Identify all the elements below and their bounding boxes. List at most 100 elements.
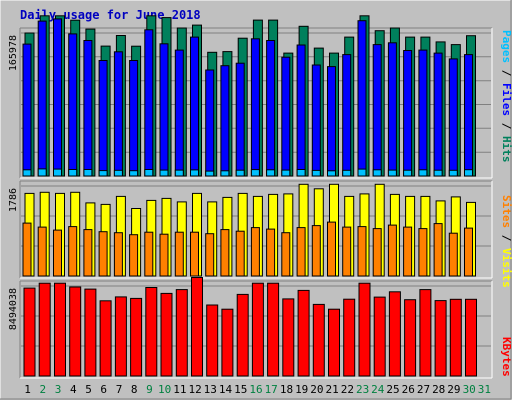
bar-sites-day-15 <box>235 230 245 277</box>
bar-kbytes-day-22 <box>343 298 356 377</box>
bar-files-day-28 <box>433 52 443 177</box>
bar-sites-day-14 <box>220 229 230 277</box>
legend-segment: KBytes <box>500 337 512 377</box>
bar-sites-day-8 <box>129 234 139 277</box>
bar-sites-day-22 <box>342 226 352 277</box>
x-tick-label-day-18: 18 <box>280 383 293 396</box>
x-tick-label-day-21: 21 <box>325 383 338 396</box>
x-tick-label-day-8: 8 <box>131 383 138 396</box>
x-tick-label-day-19: 19 <box>295 383 308 396</box>
bar-pages-day-9 <box>144 169 154 177</box>
bar-sites-day-19 <box>296 227 306 277</box>
x-tick-label-day-26: 26 <box>402 383 415 396</box>
panel-visits-sites: 1786 <box>8 180 493 279</box>
bar-files-day-14 <box>220 65 230 177</box>
bar-kbytes-day-13 <box>206 304 219 377</box>
bar-sites-day-21 <box>327 221 336 277</box>
bar-files-day-10 <box>159 43 169 177</box>
bar-pages-day-2 <box>37 168 47 177</box>
bar-sites-day-9 <box>144 231 154 277</box>
bar-sites-day-18 <box>281 232 291 277</box>
bar-sites-day-28 <box>433 223 443 277</box>
bar-sites-day-13 <box>205 233 215 277</box>
bar-pages-day-24 <box>372 169 382 177</box>
y-tick-label: 8494038 <box>8 288 19 330</box>
legend-segment: Sites <box>500 195 512 228</box>
legend-segment: Files <box>500 83 512 116</box>
bar-files-day-30 <box>464 54 473 177</box>
bar-kbytes-day-3 <box>54 282 66 377</box>
panel-hits-files-pages: 165978 <box>8 15 493 179</box>
bar-sites-day-30 <box>464 227 473 277</box>
bar-kbytes-day-11 <box>175 289 188 377</box>
bar-sites-day-16 <box>250 227 260 277</box>
bar-files-day-1 <box>22 43 32 177</box>
bar-kbytes-day-24 <box>373 296 386 377</box>
x-tick-label-day-25: 25 <box>386 383 399 396</box>
bar-kbytes-day-20 <box>312 303 325 377</box>
bar-kbytes-day-2 <box>38 282 51 377</box>
bar-files-day-8 <box>129 60 139 177</box>
bar-pages-day-6 <box>98 170 108 177</box>
bar-files-day-25 <box>387 42 397 177</box>
bar-pages-day-4 <box>68 169 78 177</box>
x-tick-label-day-29: 29 <box>447 383 460 396</box>
bar-pages-day-21 <box>327 170 336 177</box>
right-legend-labels: Pages / Files / Hits Sites / Visits KBytes <box>500 30 512 377</box>
x-tick-label-day-15: 15 <box>234 383 247 396</box>
bar-kbytes-day-4 <box>69 286 82 377</box>
bar-sites-day-10 <box>159 233 169 277</box>
bar-pages-day-3 <box>53 168 62 177</box>
bar-kbytes-day-30 <box>465 298 477 377</box>
bar-pages-day-30 <box>464 169 473 177</box>
x-tick-label-day-22: 22 <box>341 383 354 396</box>
bar-files-day-20 <box>311 64 321 177</box>
bar-pages-day-20 <box>311 169 321 177</box>
bar-sites-day-27 <box>418 228 428 277</box>
x-tick-label-day-4: 4 <box>70 383 77 396</box>
x-tick-label-day-9: 9 <box>146 383 153 396</box>
bar-pages-day-1 <box>22 169 32 177</box>
bar-pages-day-19 <box>296 169 306 177</box>
bar-files-day-15 <box>235 62 245 177</box>
bar-pages-day-18 <box>281 169 291 177</box>
bar-pages-day-5 <box>83 169 93 177</box>
bar-files-day-7 <box>113 51 123 177</box>
x-tick-label-day-10: 10 <box>158 383 171 396</box>
bar-files-day-21 <box>327 66 336 177</box>
legend-segment: / <box>500 228 512 248</box>
bar-kbytes-day-25 <box>388 291 401 377</box>
x-tick-label-day-6: 6 <box>100 383 107 396</box>
y-tick-label: 1786 <box>8 188 19 212</box>
bar-sites-day-7 <box>113 232 123 277</box>
bar-files-day-24 <box>372 44 382 177</box>
legend-segment: Hits <box>500 136 512 163</box>
legend-label-top: Pages / Files / Hits <box>500 30 512 163</box>
bar-kbytes-day-12 <box>191 277 203 377</box>
bar-files-day-29 <box>448 58 458 177</box>
x-tick-label-day-28: 28 <box>432 383 445 396</box>
panels-layer: 165978 1786 8494038 <box>8 15 493 379</box>
bar-pages-day-15 <box>235 169 245 177</box>
bar-sites-day-25 <box>387 224 397 277</box>
bar-kbytes-day-27 <box>419 289 432 377</box>
bar-pages-day-8 <box>129 170 139 177</box>
bar-sites-day-23 <box>357 226 367 277</box>
bar-sites-day-12 <box>190 231 199 277</box>
bar-kbytes-day-19 <box>297 289 310 377</box>
bar-files-day-22 <box>342 54 352 177</box>
bar-sites-day-2 <box>37 226 47 277</box>
x-tick-label-day-17: 17 <box>265 383 278 396</box>
bar-sites-day-29 <box>448 232 458 277</box>
bar-kbytes-day-8 <box>130 297 143 377</box>
x-tick-label-day-13: 13 <box>204 383 217 396</box>
x-tick-label-day-23: 23 <box>356 383 369 396</box>
bar-files-day-26 <box>403 50 413 177</box>
bar-pages-day-28 <box>433 169 443 177</box>
bar-files-day-2 <box>37 20 47 177</box>
x-tick-label-day-12: 12 <box>188 383 201 396</box>
x-tick-label-day-2: 2 <box>39 383 46 396</box>
bar-kbytes-day-29 <box>449 298 462 377</box>
bar-kbytes-day-15 <box>236 293 249 377</box>
